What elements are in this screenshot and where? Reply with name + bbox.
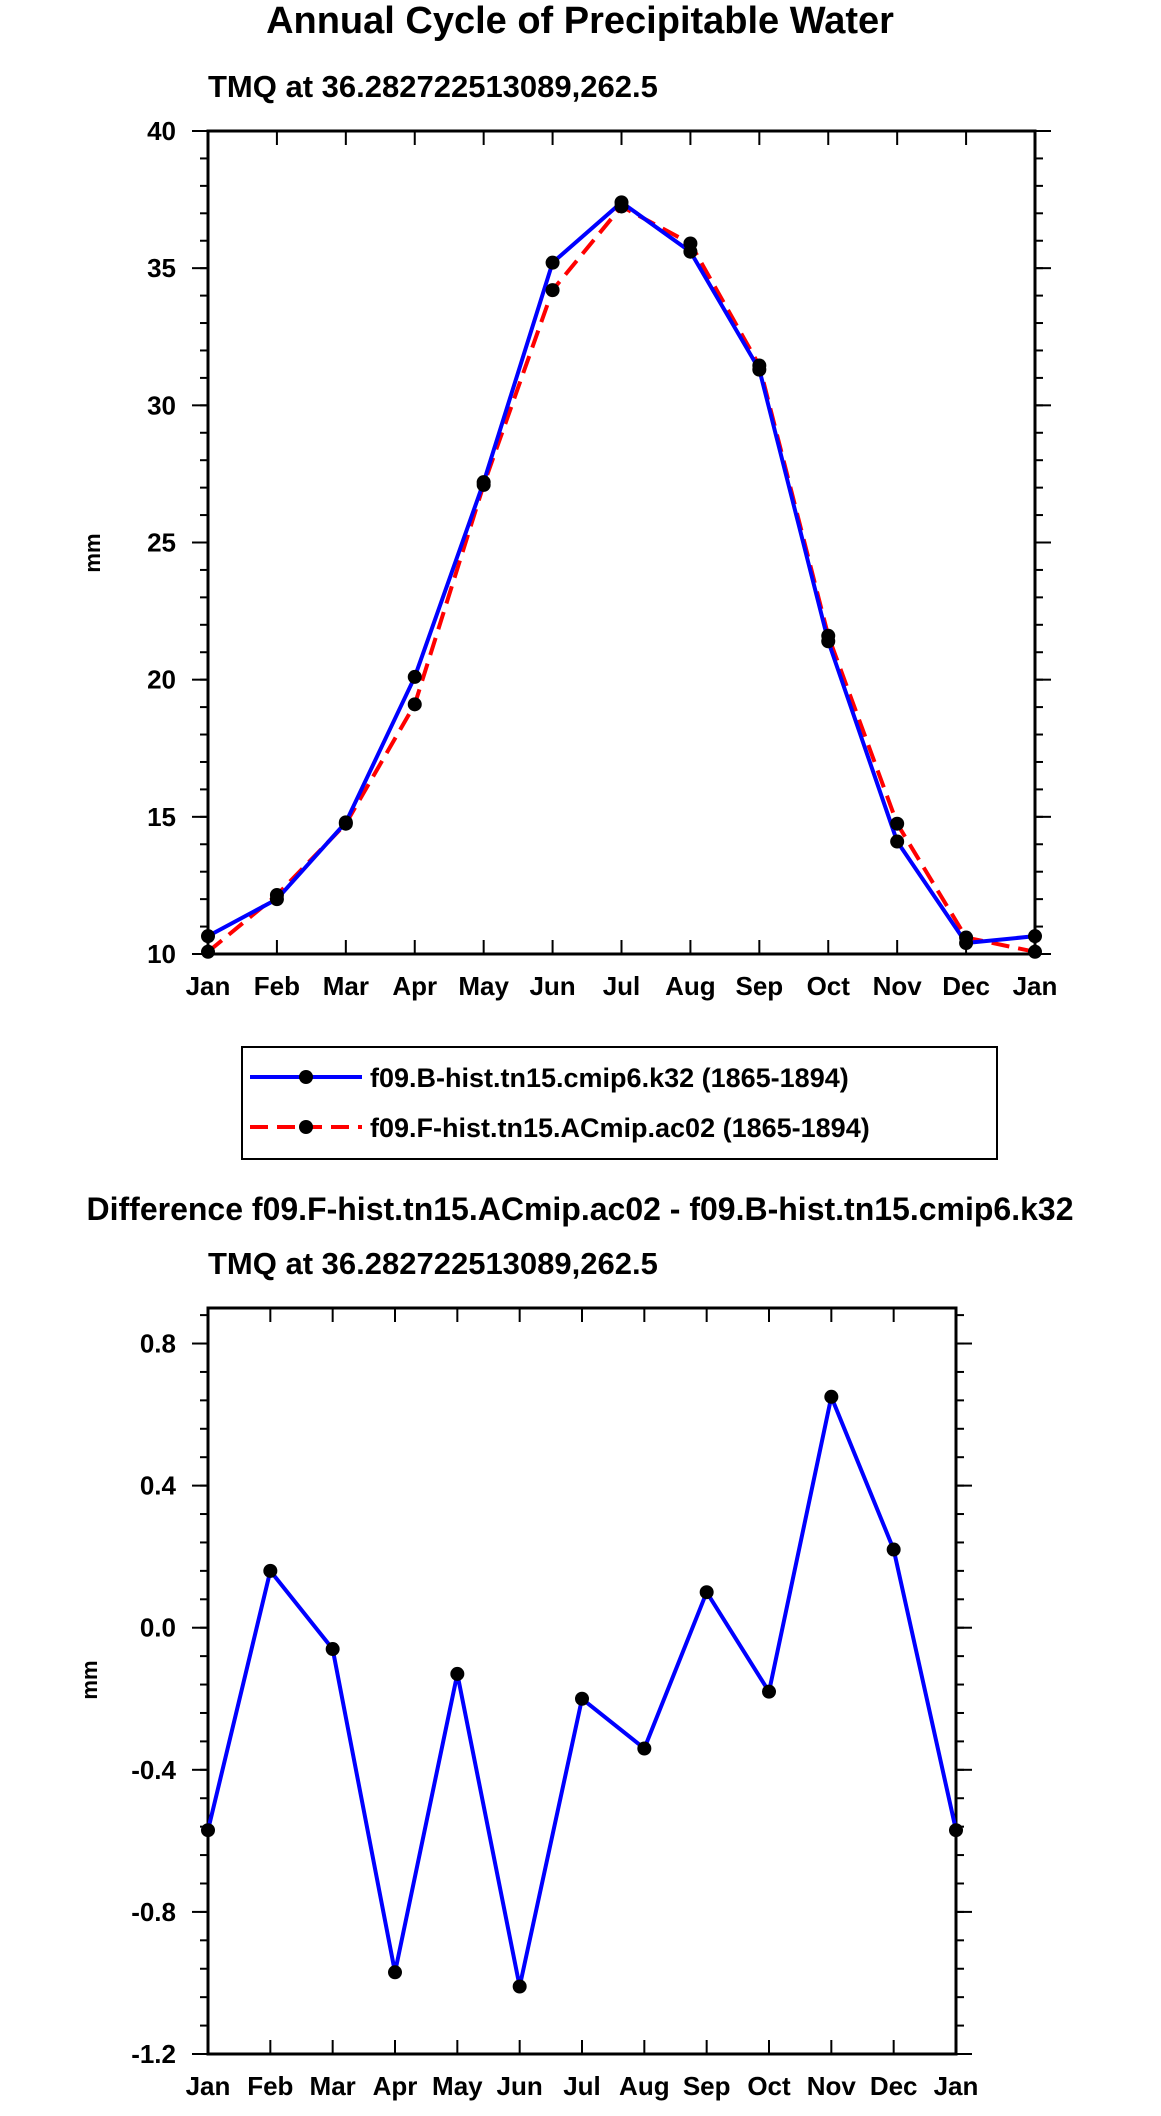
- data-point-series-0: [545, 255, 560, 270]
- difference-chart: Difference f09.F-hist.tn15.ACmip.ac02 - …: [77, 1191, 1073, 2101]
- x-tick-label: Dec: [870, 2071, 918, 2101]
- legend-label-blue: f09.B-hist.tn15.cmip6.k32 (1865-1894): [370, 1063, 849, 1093]
- data-point-series-1: [407, 697, 422, 712]
- data-point-series-0: [637, 1741, 652, 1756]
- y-tick-label: 40: [147, 116, 176, 146]
- x-tick-label: Jul: [603, 971, 641, 1001]
- x-tick-label: Feb: [254, 971, 300, 1001]
- x-tick-label: Jul: [563, 2071, 601, 2101]
- data-point-series-0: [201, 1823, 215, 1838]
- y-axis-title: mm: [80, 533, 105, 572]
- chart-title: Annual Cycle of Precipitable Water: [266, 0, 894, 42]
- y-tick-label: -1.2: [131, 2039, 176, 2069]
- data-point-series-0: [325, 1642, 340, 1657]
- x-tick-label: Oct: [807, 971, 851, 1001]
- data-point-series-0: [201, 929, 215, 944]
- legend: f09.B-hist.tn15.cmip6.k32 (1865-1894) f0…: [241, 1046, 998, 1160]
- y-tick-label: 30: [147, 390, 176, 420]
- plot-frame: [206, 1306, 958, 2056]
- data-point-series-1: [683, 236, 698, 251]
- x-tick-label: Jan: [934, 2071, 979, 2101]
- y-tick-label: 35: [147, 253, 176, 283]
- legend-marker-red: [299, 1120, 313, 1134]
- data-point-series-0: [1028, 929, 1042, 944]
- x-tick-label: Dec: [942, 971, 990, 1001]
- difference-title: Difference f09.F-hist.tn15.ACmip.ac02 - …: [87, 1191, 1074, 1227]
- y-tick-label: 0.0: [140, 1613, 176, 1643]
- series-line-0: [207, 200, 1036, 946]
- data-point-series-1: [821, 628, 836, 643]
- data-point-series-0: [388, 1965, 402, 1980]
- x-tick-label: Apr: [373, 2071, 418, 2101]
- plot-area: Jan Feb Mar Apr May Jun Jul Aug Sep Oct Nov Dec Jan 1…: [147, 116, 1057, 1001]
- data-point-series-0: [824, 1389, 839, 1404]
- y-tick-label: 15: [147, 802, 176, 832]
- x-tick-label: Jun: [529, 971, 575, 1001]
- data-point-series-0: [450, 1666, 465, 1681]
- x-tick-label: Sep: [735, 971, 783, 1001]
- plot-frame: [206, 129, 1037, 956]
- x-tick-label: Mar: [323, 971, 369, 1001]
- y-tick-label: 0.4: [140, 1471, 177, 1501]
- y-tick-label: 25: [147, 528, 176, 558]
- data-point-series-0: [512, 1979, 527, 1994]
- data-point-series-1: [890, 816, 905, 831]
- series-line-0: [206, 1394, 958, 1989]
- legend-marker-blue: [299, 1070, 313, 1084]
- data-point-series-0: [890, 834, 905, 849]
- difference-subtitle: TMQ at 36.282722513089,262.5: [208, 1246, 658, 1281]
- data-point-series-0: [575, 1691, 589, 1706]
- y-tick-label: 0.8: [140, 1329, 176, 1359]
- data-point-series-1: [959, 930, 974, 945]
- data-point-series-1: [476, 477, 491, 492]
- legend-box: [241, 1046, 998, 1160]
- x-tick-label: Feb: [247, 2071, 293, 2101]
- y-tick-label: -0.4: [131, 1755, 176, 1785]
- x-tick-label: Jun: [497, 2071, 543, 2101]
- x-tick-label: Jan: [186, 971, 231, 1001]
- annual-cycle-chart: Annual Cycle of Precipitable Water TMQ a…: [80, 0, 1057, 1001]
- data-point-series-0: [407, 669, 422, 684]
- x-tick-label: Mar: [310, 2071, 356, 2101]
- x-tick-label: Nov: [873, 971, 923, 1001]
- x-tick-label: May: [432, 2071, 483, 2101]
- x-tick-label: Jan: [186, 2071, 231, 2101]
- y-tick-label: -0.8: [131, 1897, 176, 1927]
- data-point-series-1: [338, 816, 353, 831]
- plot-area: Jan Feb Mar Apr May Jun Jul Aug Sep Oct Nov Dec Jan-…: [131, 1306, 979, 2101]
- legend-label-red: f09.F-hist.tn15.ACmip.ac02 (1865-1894): [370, 1113, 870, 1143]
- x-tick-label: Aug: [665, 971, 716, 1001]
- data-point-series-1: [545, 283, 560, 298]
- x-tick-label: Apr: [392, 971, 437, 1001]
- data-point-series-1: [1028, 944, 1042, 959]
- data-point-series-1: [269, 888, 284, 903]
- y-axis-title: mm: [77, 1660, 102, 1699]
- data-point-series-0: [762, 1684, 776, 1699]
- y-tick-label: 20: [147, 665, 176, 695]
- x-tick-label: Oct: [747, 2071, 791, 2101]
- data-point-series-1: [201, 944, 215, 959]
- data-point-series-0: [263, 1563, 278, 1578]
- chart-subtitle: TMQ at 36.282722513089,262.5: [208, 69, 658, 104]
- data-point-series-0: [699, 1585, 714, 1600]
- y-tick-label: 10: [147, 939, 176, 969]
- data-point-series-1: [752, 358, 767, 373]
- x-tick-label: Nov: [807, 2071, 857, 2101]
- x-tick-label: Sep: [683, 2071, 731, 2101]
- x-tick-label: May: [458, 971, 509, 1001]
- data-point-series-1: [614, 199, 629, 214]
- data-point-series-0: [949, 1823, 963, 1838]
- x-tick-label: Aug: [619, 2071, 670, 2101]
- x-tick-label: Jan: [1013, 971, 1058, 1001]
- data-point-series-0: [886, 1542, 901, 1557]
